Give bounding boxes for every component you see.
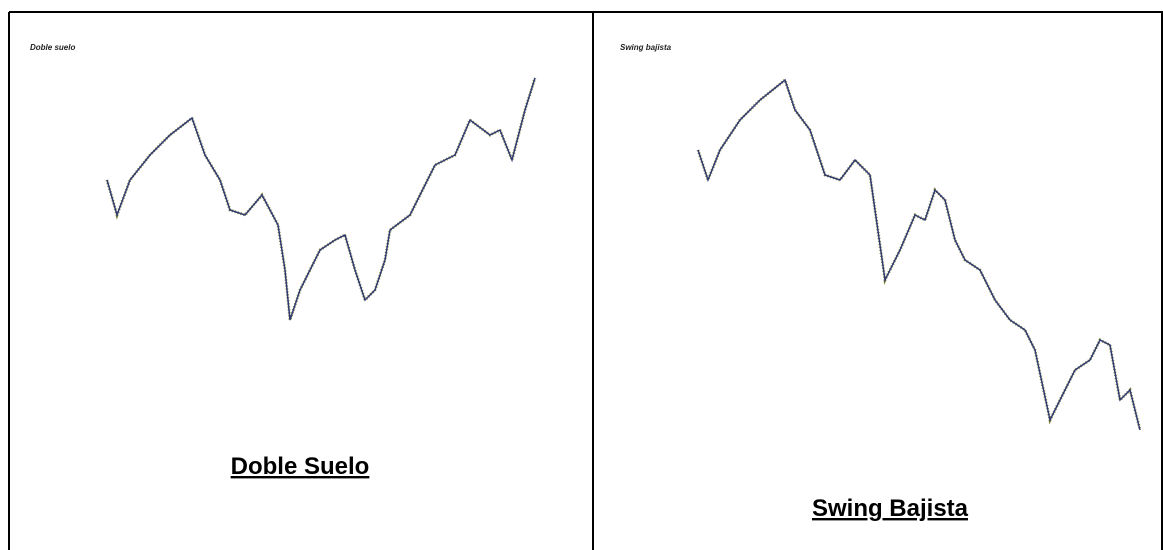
price-chart-left bbox=[105, 77, 537, 321]
caption: Doble Suelo bbox=[231, 453, 370, 480]
caption: Swing Bajista bbox=[812, 495, 969, 522]
chart-label: Swing bajista bbox=[620, 43, 672, 52]
price-chart-right bbox=[696, 77, 1142, 431]
chart-label: Doble suelo bbox=[30, 43, 75, 52]
